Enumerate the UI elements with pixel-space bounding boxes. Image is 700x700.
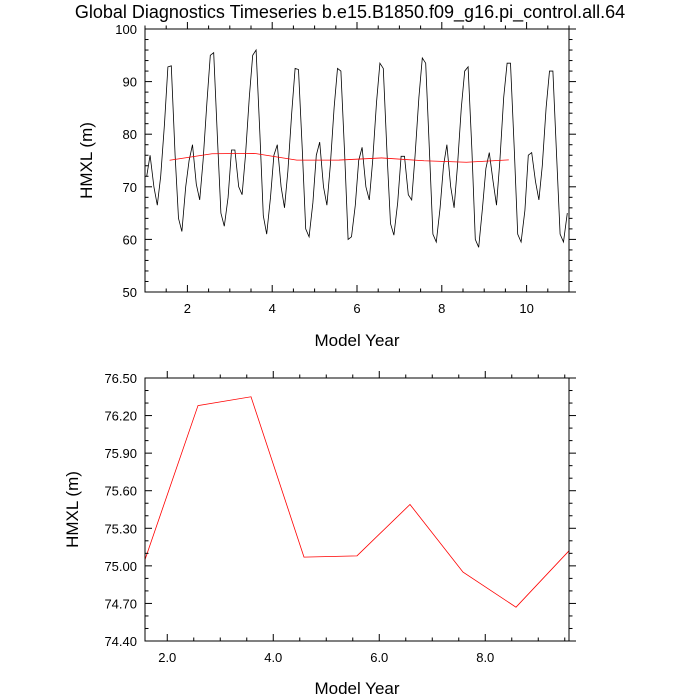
y-tick-label: 50 xyxy=(123,285,137,300)
y-tick-label: 100 xyxy=(115,22,137,37)
y-tick-label: 70 xyxy=(123,180,137,195)
series-line-0 xyxy=(144,396,570,608)
y-tick-label: 76.50 xyxy=(104,371,137,386)
x-axis-label: Model Year xyxy=(314,331,399,350)
x-axis-label: Model Year xyxy=(314,679,399,698)
y-tick-label: 74.70 xyxy=(104,596,137,611)
y-tick-label: 75.90 xyxy=(104,446,137,461)
x-tick-label: 6.0 xyxy=(370,650,388,665)
figure-title: Global Diagnostics Timeseries b.e15.B185… xyxy=(75,2,625,23)
x-tick-label: 2 xyxy=(184,301,191,316)
y-tick-label: 60 xyxy=(123,232,137,247)
y-tick-label: 75.30 xyxy=(104,521,137,536)
y-tick-label: 76.20 xyxy=(104,409,137,424)
plot-frame xyxy=(144,377,570,642)
y-axis-label: HMXL (m) xyxy=(63,471,82,548)
y-tick-label: 90 xyxy=(123,75,137,90)
y-tick-label: 80 xyxy=(123,127,137,142)
top-chart-hmxl-monthly: 2 4 6 8 10 50 60 70 80 90 100 Model Year HMXL (m) xyxy=(77,22,576,350)
bottom-chart-hmxl-annual: 2.0 4.0 6.0 8.0 74.40 74.70 75.00 75.30 75.60 75.… xyxy=(63,371,576,698)
x-tick-label: 8 xyxy=(438,301,445,316)
x-tick-label: 4 xyxy=(269,301,276,316)
series-line-1 xyxy=(169,152,509,163)
y-tick-label: 75.00 xyxy=(104,559,137,574)
x-tick-label: 8.0 xyxy=(476,650,494,665)
x-tick-label: 6 xyxy=(353,301,360,316)
series-line-0 xyxy=(146,48,568,248)
x-tick-label: 2.0 xyxy=(158,650,176,665)
x-tick-label: 4.0 xyxy=(264,650,282,665)
x-tick-label: 10 xyxy=(519,301,533,316)
y-axis-label: HMXL (m) xyxy=(77,122,96,199)
y-tick-label: 74.40 xyxy=(104,634,137,649)
y-tick-label: 75.60 xyxy=(104,484,137,499)
